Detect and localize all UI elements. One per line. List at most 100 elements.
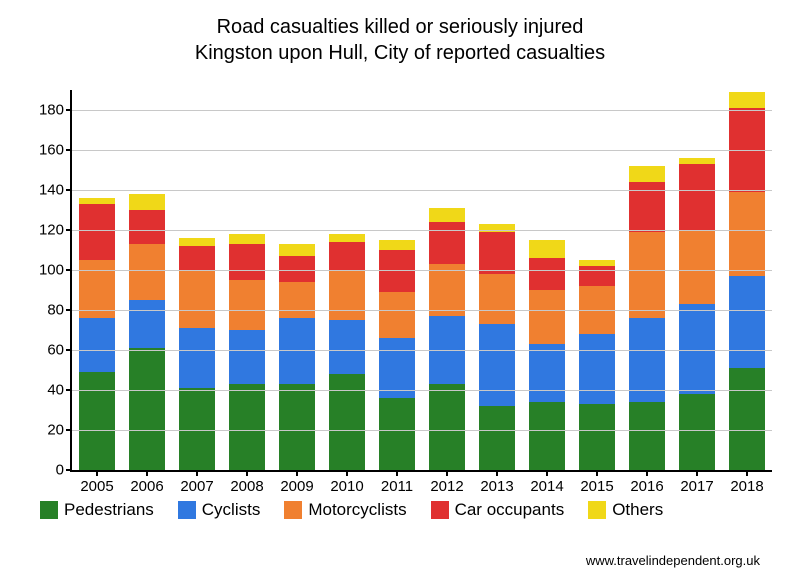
gridline <box>72 150 772 151</box>
seg-cyclists <box>529 344 565 402</box>
seg-pedestrians <box>79 372 115 470</box>
seg-others <box>279 244 315 256</box>
xtick-label: 2009 <box>280 470 313 495</box>
gridline <box>72 190 772 191</box>
seg-cyclists <box>729 276 765 368</box>
seg-others <box>229 234 265 244</box>
gridline <box>72 230 772 231</box>
seg-cyclists <box>579 334 615 404</box>
legend-label: Car occupants <box>455 500 565 520</box>
seg-pedestrians <box>629 402 665 470</box>
ytick-label: 40 <box>47 382 72 399</box>
seg-pedestrians <box>429 384 465 470</box>
ytick-label: 140 <box>39 182 72 199</box>
seg-others <box>729 92 765 108</box>
legend-label: Others <box>612 500 663 520</box>
seg-pedestrians <box>679 394 715 470</box>
seg-pedestrians <box>329 374 365 470</box>
seg-car-occupants <box>79 204 115 260</box>
seg-pedestrians <box>129 348 165 470</box>
ytick-label: 20 <box>47 422 72 439</box>
xtick-label: 2006 <box>130 470 163 495</box>
seg-pedestrians <box>229 384 265 470</box>
seg-cyclists <box>679 304 715 394</box>
bar-2016 <box>629 166 665 470</box>
legend: PedestriansCyclistsMotorcyclistsCar occu… <box>40 500 760 520</box>
xtick-label: 2015 <box>580 470 613 495</box>
gridline <box>72 110 772 111</box>
seg-others <box>429 208 465 222</box>
seg-car-occupants <box>279 256 315 282</box>
seg-others <box>379 240 415 250</box>
seg-pedestrians <box>529 402 565 470</box>
legend-swatch <box>431 501 449 519</box>
ytick-label: 120 <box>39 222 72 239</box>
seg-cyclists <box>279 318 315 384</box>
legend-label: Cyclists <box>202 500 261 520</box>
ytick-label: 160 <box>39 142 72 159</box>
seg-motorcyclists <box>529 290 565 344</box>
bar-2013 <box>479 224 515 470</box>
bar-2007 <box>179 238 215 470</box>
seg-motorcyclists <box>379 292 415 338</box>
bar-2009 <box>279 244 315 470</box>
bar-2014 <box>529 240 565 470</box>
xtick-label: 2012 <box>430 470 463 495</box>
chart-container: Road casualties killed or seriously inju… <box>0 0 800 580</box>
bar-2006 <box>129 194 165 470</box>
seg-motorcyclists <box>429 264 465 316</box>
seg-car-occupants <box>179 246 215 270</box>
chart-title: Road casualties killed or seriously inju… <box>0 0 800 66</box>
seg-cyclists <box>379 338 415 398</box>
seg-cyclists <box>79 318 115 372</box>
gridline <box>72 430 772 431</box>
legend-swatch <box>588 501 606 519</box>
seg-motorcyclists <box>629 232 665 318</box>
gridline <box>72 390 772 391</box>
ytick-label: 80 <box>47 302 72 319</box>
seg-cyclists <box>129 300 165 348</box>
seg-car-occupants <box>479 232 515 274</box>
seg-motorcyclists <box>679 230 715 304</box>
legend-swatch <box>284 501 302 519</box>
plot-area: 0204060801001201401601802005200620072008… <box>70 90 772 472</box>
seg-car-occupants <box>379 250 415 292</box>
seg-pedestrians <box>729 368 765 470</box>
footer-link: www.travelindependent.org.uk <box>586 553 760 568</box>
xtick-label: 2007 <box>180 470 213 495</box>
seg-car-occupants <box>229 244 265 280</box>
legend-swatch <box>40 501 58 519</box>
bar-2015 <box>579 260 615 470</box>
legend-label: Pedestrians <box>64 500 154 520</box>
seg-cyclists <box>329 320 365 374</box>
seg-car-occupants <box>329 242 365 270</box>
xtick-label: 2011 <box>381 470 413 495</box>
gridline <box>72 350 772 351</box>
bar-2018 <box>729 92 765 470</box>
ytick-label: 100 <box>39 262 72 279</box>
seg-motorcyclists <box>479 274 515 324</box>
gridline <box>72 270 772 271</box>
seg-motorcyclists <box>229 280 265 330</box>
xtick-label: 2010 <box>330 470 363 495</box>
seg-cyclists <box>229 330 265 384</box>
seg-motorcyclists <box>729 192 765 276</box>
ytick-label: 0 <box>56 462 72 479</box>
seg-car-occupants <box>129 210 165 244</box>
seg-car-occupants <box>679 164 715 230</box>
bars-layer <box>72 90 772 470</box>
xtick-label: 2008 <box>230 470 263 495</box>
legend-item-pedestrians: Pedestrians <box>40 500 154 520</box>
xtick-label: 2017 <box>680 470 713 495</box>
seg-pedestrians <box>279 384 315 470</box>
seg-others <box>629 166 665 182</box>
seg-cyclists <box>179 328 215 388</box>
xtick-label: 2005 <box>80 470 113 495</box>
seg-others <box>179 238 215 246</box>
seg-pedestrians <box>579 404 615 470</box>
xtick-label: 2014 <box>530 470 563 495</box>
seg-car-occupants <box>429 222 465 264</box>
bar-2017 <box>679 158 715 470</box>
xtick-label: 2018 <box>730 470 763 495</box>
seg-others <box>529 240 565 258</box>
